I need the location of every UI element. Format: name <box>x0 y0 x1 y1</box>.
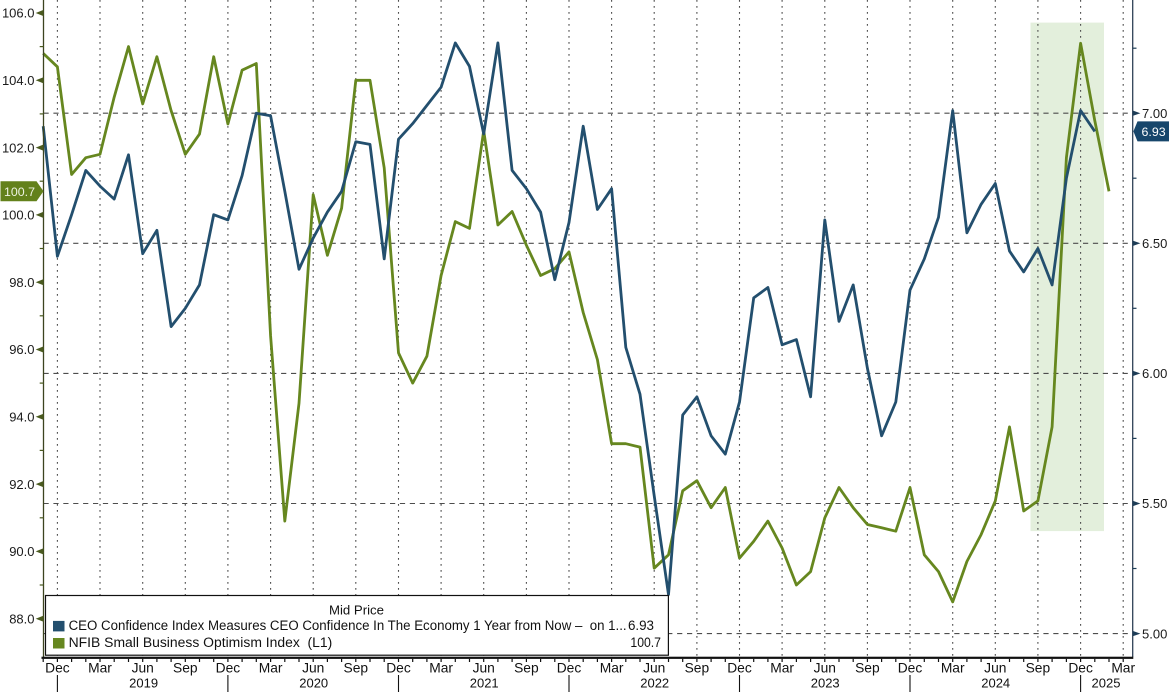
svg-text:100.0: 100.0 <box>2 208 35 223</box>
svg-text:Dec: Dec <box>45 661 70 676</box>
svg-text:7.00: 7.00 <box>1142 106 1167 121</box>
svg-text:Mar: Mar <box>259 661 283 676</box>
svg-text:Mar: Mar <box>770 661 794 676</box>
svg-text:Mar: Mar <box>600 661 624 676</box>
svg-text:Jun: Jun <box>473 661 495 676</box>
svg-text:NFIB Small Business Optimism I: NFIB Small Business Optimism Index (L1) <box>69 635 333 650</box>
svg-text:Sep: Sep <box>685 661 710 676</box>
svg-text:Dec: Dec <box>898 661 923 676</box>
svg-text:6.93: 6.93 <box>628 618 654 633</box>
svg-text:2019: 2019 <box>129 676 158 691</box>
svg-text:5.00: 5.00 <box>1142 626 1167 641</box>
svg-text:6.50: 6.50 <box>1142 236 1167 251</box>
svg-text:6.93: 6.93 <box>1142 125 1166 139</box>
svg-text:2022: 2022 <box>640 676 669 691</box>
svg-text:CEO Confidence Index Measures: CEO Confidence Index Measures CEO Confid… <box>69 618 627 633</box>
svg-text:Dec: Dec <box>386 661 411 676</box>
svg-text:106.0: 106.0 <box>2 6 35 21</box>
svg-text:Sep: Sep <box>344 661 369 676</box>
svg-text:Sep: Sep <box>173 661 198 676</box>
svg-text:92.0: 92.0 <box>9 477 34 492</box>
svg-text:Mid Price: Mid Price <box>329 603 384 618</box>
svg-text:2024: 2024 <box>981 676 1010 691</box>
svg-text:Jun: Jun <box>814 661 836 676</box>
svg-text:Sep: Sep <box>855 661 880 676</box>
svg-text:2025: 2025 <box>1092 676 1121 691</box>
svg-text:2023: 2023 <box>811 676 840 691</box>
svg-text:Jun: Jun <box>643 661 665 676</box>
svg-text:5.50: 5.50 <box>1142 496 1167 511</box>
svg-text:100.7: 100.7 <box>630 635 661 650</box>
svg-text:100.7: 100.7 <box>4 185 35 199</box>
svg-text:102.0: 102.0 <box>2 140 35 155</box>
svg-text:98.0: 98.0 <box>9 275 34 290</box>
svg-text:2020: 2020 <box>299 676 328 691</box>
svg-text:Mar: Mar <box>941 661 965 676</box>
svg-text:Mar: Mar <box>429 661 453 676</box>
svg-text:6.00: 6.00 <box>1142 366 1167 381</box>
svg-text:Dec: Dec <box>1068 661 1093 676</box>
svg-text:Dec: Dec <box>216 661 241 676</box>
svg-text:2021: 2021 <box>470 676 499 691</box>
svg-text:Jun: Jun <box>302 661 324 676</box>
svg-text:Jun: Jun <box>984 661 1006 676</box>
svg-text:Mar: Mar <box>1111 661 1135 676</box>
svg-text:Jun: Jun <box>132 661 154 676</box>
svg-text:90.0: 90.0 <box>9 544 34 559</box>
svg-text:Dec: Dec <box>727 661 752 676</box>
svg-text:Sep: Sep <box>514 661 539 676</box>
svg-text:96.0: 96.0 <box>9 342 34 357</box>
svg-text:Mar: Mar <box>88 661 112 676</box>
svg-text:Dec: Dec <box>557 661 582 676</box>
svg-text:88.0: 88.0 <box>9 611 34 626</box>
svg-text:Sep: Sep <box>1026 661 1051 676</box>
svg-text:94.0: 94.0 <box>9 410 34 425</box>
svg-text:104.0: 104.0 <box>2 73 35 88</box>
